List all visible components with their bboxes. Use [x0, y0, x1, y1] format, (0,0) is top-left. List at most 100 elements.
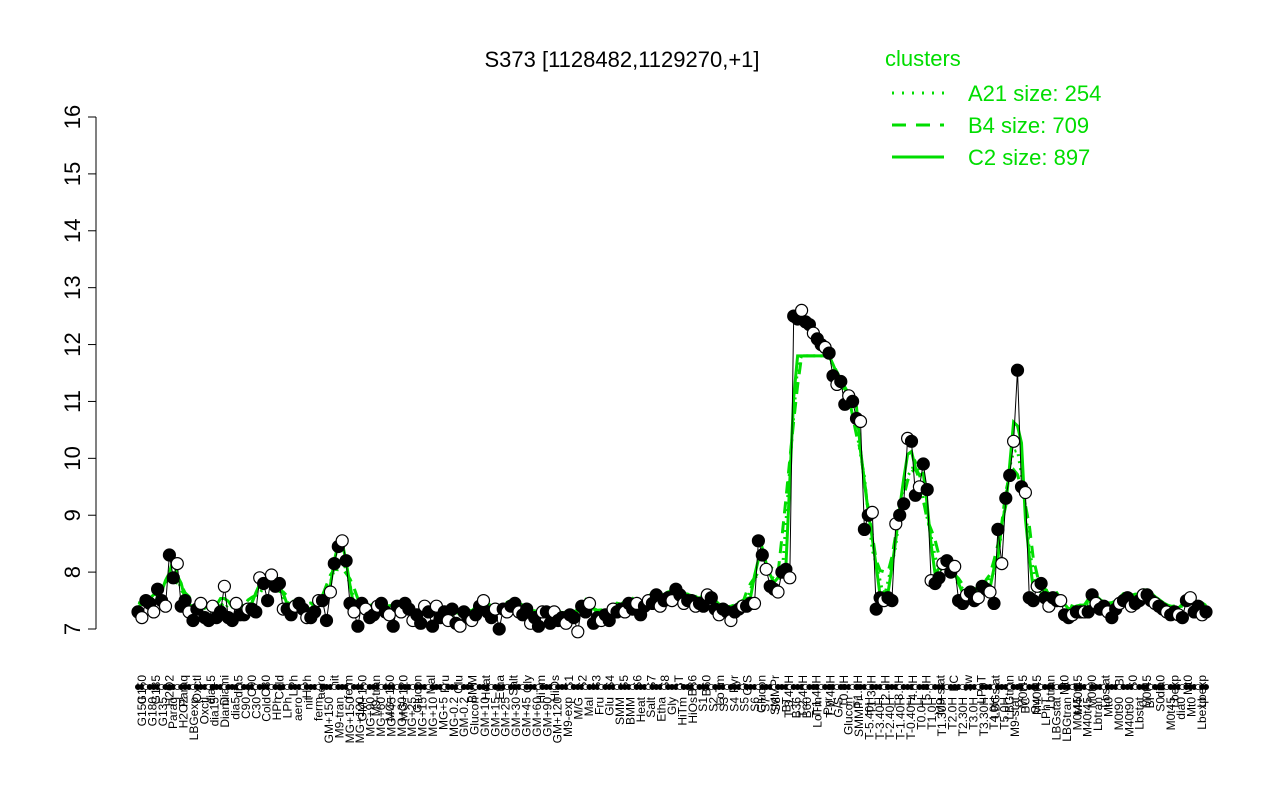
x-bottom-label: Etha [655, 697, 669, 722]
x-bottom-label: T2.0H [946, 697, 960, 730]
y-tick-label: 15 [60, 162, 85, 186]
y-tick-label: 16 [60, 105, 85, 129]
x-bottom-label: T1.0H [925, 697, 939, 730]
x-bottom-label: M9-stat [1008, 696, 1022, 737]
x-bottom-label: M40t90 [1122, 697, 1136, 737]
x-top-label: Diami [218, 675, 232, 706]
data-point [916, 457, 930, 471]
x-bottom-label: T-5.40H [863, 697, 877, 740]
data-point [1199, 605, 1213, 619]
data-point [1183, 591, 1197, 605]
y-tick-label: 12 [60, 332, 85, 356]
data-point [751, 534, 766, 548]
legend-entry-c2: C2 size: 897 [968, 145, 1090, 170]
data-point [771, 585, 785, 599]
data-point [783, 571, 797, 585]
x-bottom-label: SMM [613, 697, 627, 725]
x-bottom-label: Gly [665, 697, 679, 715]
x-bottom-label: T4.0H [987, 697, 1001, 730]
data-point [261, 593, 275, 608]
x-bottom-label: Lbstat [1133, 696, 1147, 729]
x-bottom-labels: G150G180G135ParaqH2O2LBGexpOxctldia15Dia… [135, 696, 1209, 743]
data-point [425, 619, 440, 633]
x-top-label: Lbexp [1168, 675, 1182, 708]
x-bottom-label: M0t90 [1112, 697, 1126, 731]
x-bottom-label: LBGstat [1050, 696, 1064, 740]
x-bottom-label: Mt0 [1102, 697, 1116, 717]
data-point [582, 596, 597, 611]
data-point [520, 602, 534, 616]
x-bottom-label: dia5 [229, 697, 243, 720]
x-bottom-label: S7 [759, 697, 773, 712]
y-tick-label: 14 [60, 219, 85, 243]
x-top-label: T3.0H [892, 675, 906, 708]
x-bottom-label: Fru [592, 697, 606, 715]
x-bottom-label: MG+90 [364, 697, 378, 737]
x-bottom-label: T0.0H [914, 697, 928, 730]
data-point [885, 593, 899, 608]
y-tick-label: 9 [60, 509, 85, 521]
data-point [1054, 593, 1068, 608]
data-point [217, 579, 231, 593]
data-point [158, 599, 173, 613]
x-bottom-label: S6 [748, 697, 762, 712]
x-bottom-label: G150 [135, 697, 149, 727]
x-top-label: M0t45 [1140, 675, 1154, 709]
data-point [319, 613, 334, 628]
data-point [1018, 485, 1033, 500]
data-point [1034, 576, 1048, 591]
data-point [991, 522, 1005, 537]
data-point [704, 591, 718, 605]
data-point [869, 602, 883, 616]
data-point [948, 559, 962, 574]
x-bottom-label: GM-0.2 [457, 697, 471, 737]
data-point [983, 585, 997, 599]
data-point [1010, 363, 1025, 377]
x-bottom-label: T2.30H [956, 697, 970, 736]
x-bottom-label: MG+45 [384, 697, 398, 737]
x-bottom-label: T-0.40H [904, 697, 918, 740]
x-bottom-label: LBGexp [187, 697, 201, 741]
data-point [571, 625, 585, 639]
x-bottom-label: G/S [831, 697, 845, 718]
x-bottom-label: dia0 [1174, 697, 1188, 720]
x-bottom-label: MG+30 [395, 697, 409, 737]
x-bottom-label: C90 [239, 697, 253, 719]
x-bottom-label: T1.30H [935, 697, 949, 736]
x-bottom-label: dia15 [208, 697, 222, 727]
data-point [1175, 610, 1190, 625]
rug-mark [1203, 684, 1210, 691]
x-top-label: LoTm [713, 675, 727, 706]
x-bottom-label: T3.0H [966, 697, 980, 730]
x-bottom-label: MG+60 [374, 697, 388, 737]
x-bottom-label: S8 [769, 697, 783, 712]
x-bottom-label: M/G [572, 697, 586, 720]
x-bottom-label: BC [1018, 697, 1032, 714]
data-point [897, 497, 911, 511]
data-point [229, 596, 243, 611]
x-bottom-label: GM+25 [499, 697, 513, 737]
cluster-line-b4 [137, 354, 1207, 616]
data-point [249, 605, 263, 619]
data-point [602, 613, 616, 628]
x-bottom-label: GM+15 [488, 697, 502, 737]
x-bottom-label: T-1.40H [894, 697, 908, 740]
data-point [151, 582, 165, 596]
y-tick-label: 10 [60, 446, 85, 470]
data-point [147, 605, 161, 619]
data-point [853, 414, 868, 428]
data-point [178, 593, 192, 608]
data-point [747, 596, 762, 611]
x-bottom-label: Glu [603, 697, 617, 716]
x-bottom-label: GM+45 [520, 697, 534, 737]
y-tick-label: 7 [60, 623, 85, 635]
x-bottom-label: GM+10 [478, 697, 492, 737]
data-point [327, 556, 341, 571]
data-points [131, 303, 1213, 639]
x-bottom-label: B60 [800, 697, 814, 719]
data-point [1003, 468, 1017, 482]
data-point [845, 394, 860, 408]
x-bottom-label: Oxctl [197, 697, 211, 724]
x-bottom-label: LPh [281, 697, 295, 718]
